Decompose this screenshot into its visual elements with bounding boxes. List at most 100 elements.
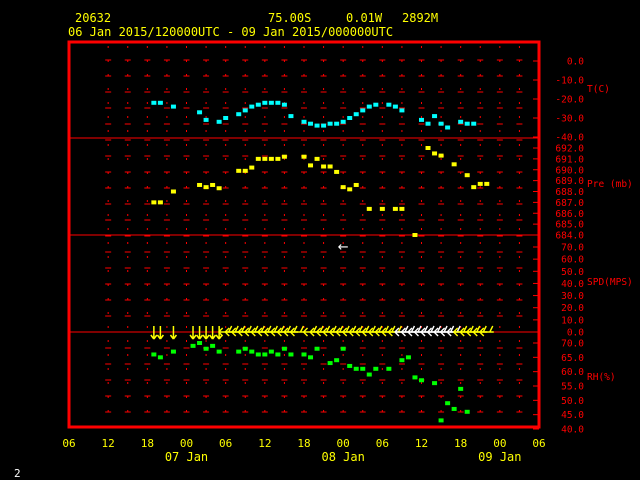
pressure-point xyxy=(308,163,314,168)
humidity-point xyxy=(314,346,320,351)
temperature-point xyxy=(353,112,359,117)
humidity-point xyxy=(347,363,353,368)
humidity-point xyxy=(288,352,294,357)
temperature-point xyxy=(203,117,209,122)
x-tick-label: 18 xyxy=(141,437,154,450)
humidity-point xyxy=(373,366,379,371)
pressure-point xyxy=(484,181,490,186)
humidity-point xyxy=(445,401,451,406)
x-tick-label: 06 xyxy=(62,437,75,450)
wind-barb xyxy=(289,325,305,337)
humidity-point xyxy=(451,406,457,411)
y-tick-label: 687.0 xyxy=(555,198,584,209)
wind-barb xyxy=(209,326,217,340)
y-tick-label: 690.0 xyxy=(555,165,584,176)
pressure-point xyxy=(170,189,176,194)
pressure-point xyxy=(340,185,346,190)
temperature-point xyxy=(432,114,438,119)
temperature-point xyxy=(170,104,176,109)
pressure-point xyxy=(197,182,203,187)
humidity-point xyxy=(386,366,392,371)
x-date-label: 08 Jan xyxy=(321,450,364,464)
temperature-point xyxy=(236,112,242,117)
y-tick-label: -40.0 xyxy=(555,133,584,144)
pressure-point xyxy=(451,162,457,167)
pressure-point xyxy=(275,156,281,161)
plot-frame xyxy=(67,40,541,429)
panel-label: RH(%) xyxy=(587,372,616,383)
pressure-point xyxy=(353,182,359,187)
y-tick-label: 60.0 xyxy=(561,255,584,266)
page-number: 2 xyxy=(14,467,21,480)
temperature-point xyxy=(464,121,470,126)
humidity-point xyxy=(419,378,424,383)
wind-barb xyxy=(189,326,197,340)
x-tick-label: 18 xyxy=(454,437,467,450)
humidity-point xyxy=(151,352,157,357)
pressure-point xyxy=(464,173,470,178)
humidity-point xyxy=(308,355,314,360)
humidity-point xyxy=(360,366,366,371)
humidity-point xyxy=(327,361,333,366)
x-tick-label: 12 xyxy=(258,437,271,450)
pressure-point xyxy=(471,185,477,190)
temperature-point xyxy=(347,116,353,120)
y-tick-label: 684.0 xyxy=(555,231,584,242)
pressure-point xyxy=(425,146,431,150)
axis-layer: 06 12 18 00 06 12 18 00 06 12 18 00 06 07 Jan 08 Jan 09… xyxy=(62,57,632,465)
y-tick-label: 30.0 xyxy=(561,291,584,302)
temperature-point xyxy=(268,100,274,105)
wind-barb xyxy=(156,326,164,340)
pressure-point xyxy=(366,206,372,211)
humidity-point xyxy=(236,349,242,354)
y-tick-label: -10.0 xyxy=(555,76,584,87)
pressure-point xyxy=(255,156,261,161)
temperature-point xyxy=(288,114,294,119)
pressure-point xyxy=(262,156,268,161)
y-tick-label: 20.0 xyxy=(561,303,584,314)
y-tick-label: 65.0 xyxy=(561,353,584,364)
humidity-point xyxy=(197,341,203,345)
x-tick-label: 06 xyxy=(532,437,545,450)
temperature-point xyxy=(281,102,287,107)
pressure-point xyxy=(321,164,327,169)
pressure-point xyxy=(242,168,248,173)
y-tick-label: -30.0 xyxy=(555,114,584,125)
wind-barb xyxy=(150,326,158,340)
humidity-point xyxy=(301,352,307,357)
x-tick-label: 12 xyxy=(415,437,428,450)
temperature-point xyxy=(334,121,340,126)
y-tick-label: 688.0 xyxy=(555,187,584,198)
y-tick-label: 692.0 xyxy=(555,144,584,155)
x-tick-label: 18 xyxy=(297,437,310,450)
x-tick-label: 06 xyxy=(376,437,389,450)
x-tick-label: 00 xyxy=(337,437,350,450)
y-tick-label: 689.0 xyxy=(555,176,584,187)
temperature-point xyxy=(419,117,424,122)
humidity-point xyxy=(249,349,255,354)
temperature-point xyxy=(262,100,268,105)
y-tick-label: 40.0 xyxy=(561,279,584,290)
pressure-point xyxy=(432,151,438,156)
wind-direction-annotation: ← xyxy=(338,240,349,255)
humidity-point xyxy=(464,409,470,414)
humidity-point xyxy=(412,375,418,380)
humidity-point xyxy=(458,386,464,391)
panel-label: Pre (mb) xyxy=(587,179,633,190)
humidity-point xyxy=(405,355,411,360)
y-tick-label: 45.0 xyxy=(561,410,584,421)
pressure-point xyxy=(249,165,255,170)
humidity-point xyxy=(170,349,176,354)
y-tick-label: -20.0 xyxy=(555,95,584,106)
y-tick-label: 55.0 xyxy=(561,382,584,393)
pressure-point xyxy=(327,164,333,169)
pressure-point xyxy=(157,200,163,205)
temperature-point xyxy=(360,108,366,113)
pressure-point xyxy=(334,169,340,174)
temperature-point xyxy=(399,108,405,113)
temperature-point xyxy=(386,102,392,107)
wind-barb xyxy=(479,325,494,337)
humidity-point xyxy=(190,343,196,348)
wind-barb xyxy=(195,326,204,340)
